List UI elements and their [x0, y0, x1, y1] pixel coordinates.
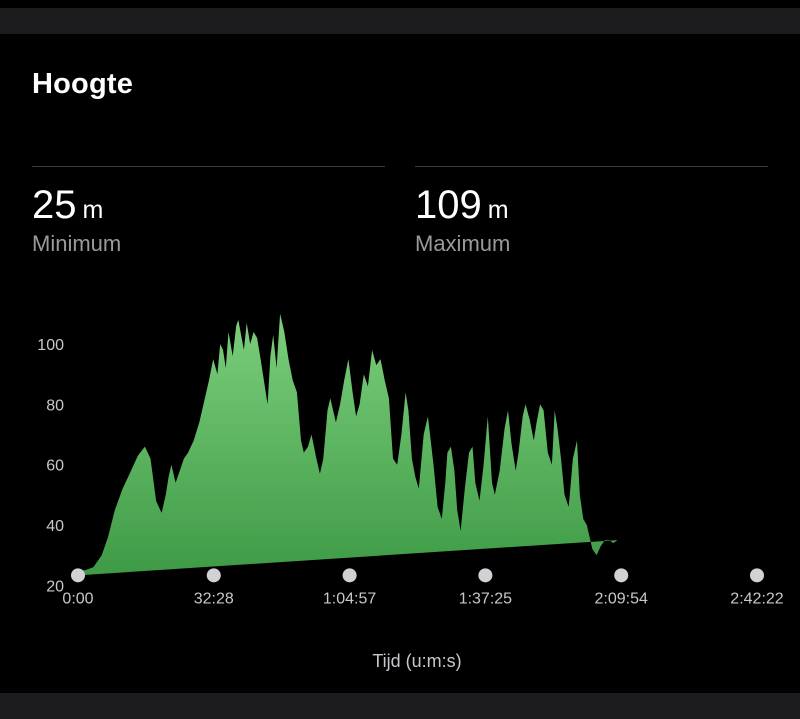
stat-minimum: 25 m Minimum	[32, 166, 385, 256]
top-bar	[0, 8, 800, 34]
elevation-card	[0, 34, 800, 693]
minimum-unit: m	[82, 196, 104, 224]
elevation-area	[78, 313, 618, 576]
y-tick-label: 80	[46, 397, 64, 414]
stat-minimum-value: 25 m	[32, 183, 103, 228]
y-tick-label: 20	[46, 578, 64, 595]
x-tick-marker	[478, 568, 493, 583]
elevation-chart: 20 40 60 80 100 0:00 32:28 1:04:57 1:37:25 2:09:5…	[37, 313, 784, 671]
maximum-number: 109	[415, 183, 482, 227]
minimum-number: 25	[32, 183, 77, 227]
y-tick-label: 60	[46, 458, 64, 475]
y-tick-label: 100	[37, 337, 64, 354]
x-tick-label: 1:37:25	[459, 590, 512, 607]
x-axis-title: Tijd (u:m:s)	[372, 651, 461, 671]
stat-maximum-label: Maximum	[415, 231, 511, 256]
stat-minimum-label: Minimum	[32, 231, 122, 256]
y-tick-label: 40	[46, 518, 64, 535]
x-tick-label: 2:42:22	[730, 590, 783, 607]
x-tick-label: 1:04:57	[323, 590, 376, 607]
maximum-unit: m	[487, 196, 509, 224]
x-tick-label: 0:00	[62, 590, 93, 607]
bottom-bar	[0, 693, 800, 719]
x-tick-marker	[71, 568, 85, 583]
x-tick-marker	[342, 568, 357, 583]
stat-maximum-value: 109 m	[415, 183, 509, 228]
stat-maximum: 109 m Maximum	[415, 166, 768, 256]
x-tick-marker	[206, 568, 221, 583]
page-title: Hoogte	[32, 68, 134, 100]
x-tick-marker	[750, 568, 764, 583]
x-tick-marker	[614, 568, 629, 583]
x-tick-label: 2:09:54	[595, 590, 648, 607]
x-tick-label: 32:28	[194, 590, 234, 607]
